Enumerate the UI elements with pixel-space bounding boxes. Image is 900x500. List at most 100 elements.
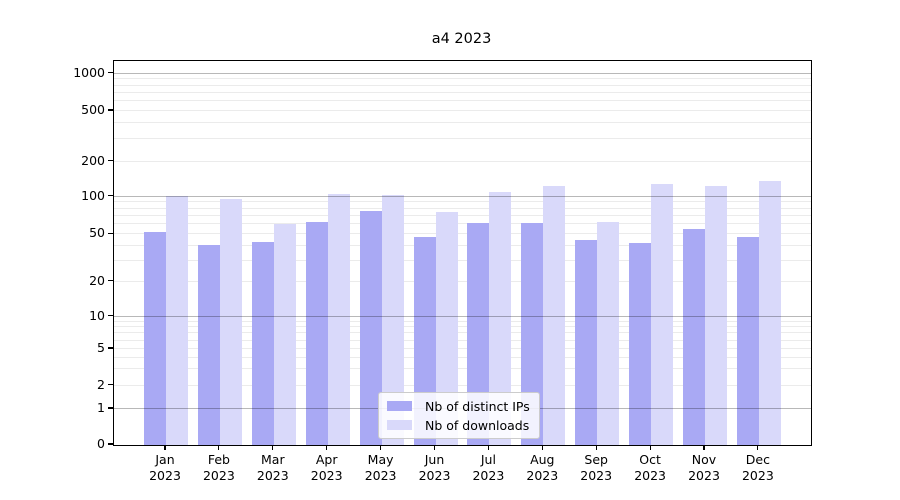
gridline-minor [114, 138, 811, 140]
y-axis-tick [108, 315, 113, 317]
y-tick-label-1: 1 [97, 399, 105, 415]
x-tick-label-may: May 2023 [364, 452, 397, 483]
x-tick-label-oct: Oct 2023 [634, 452, 666, 483]
gridline-minor [114, 356, 811, 358]
bar-downloads-dec [758, 180, 781, 445]
y-tick-label-2: 2 [97, 376, 105, 392]
x-axis-tick [272, 445, 274, 450]
bar-distinct-ips-jan [144, 232, 166, 445]
gridline-major [114, 195, 811, 197]
y-tick-label-200: 200 [81, 152, 105, 168]
bar-downloads-jan [166, 196, 188, 445]
bar-distinct-ips-apr [305, 221, 328, 445]
gridline-minor [114, 122, 811, 124]
x-axis-tick [218, 445, 220, 450]
x-axis-tick [380, 445, 382, 450]
gridline-minor [114, 348, 811, 349]
y-tick-label-500: 500 [81, 101, 105, 117]
x-axis-tick [541, 445, 543, 450]
x-tick-label-apr: Apr 2023 [310, 452, 343, 483]
gridline-minor [114, 332, 811, 334]
bar-downloads-sep [597, 221, 620, 445]
gridline-minor [114, 339, 811, 341]
x-tick-label-jun: Jun 2023 [418, 452, 451, 483]
gridline-major [114, 315, 811, 317]
x-axis-tick [433, 445, 436, 450]
bar-distinct-ips-nov [683, 229, 705, 445]
bar-downloads-mar [273, 224, 296, 445]
x-axis-tick [487, 445, 489, 450]
gridline-minor [114, 233, 811, 235]
gridline-minor [114, 326, 811, 328]
y-tick-label-20: 20 [89, 272, 105, 288]
bar-downloads-feb [219, 199, 242, 445]
legend: Nb of distinct IPs Nb of downloads [378, 392, 540, 439]
x-tick-label-aug: Aug 2023 [526, 452, 559, 483]
bar-downloads-jun [435, 212, 458, 445]
bar-distinct-ips-dec [736, 237, 759, 445]
x-tick-label-mar: Mar 2023 [256, 452, 289, 483]
x-tick-label-feb: Feb 2023 [202, 452, 235, 483]
y-tick-label-0: 0 [97, 436, 105, 451]
gridline-minor [114, 214, 811, 216]
gridline-minor [114, 91, 811, 93]
y-axis-tick [108, 194, 113, 197]
x-axis-tick [164, 445, 166, 450]
gridline-minor [114, 207, 811, 209]
x-tick-label-jul: Jul 2023 [472, 452, 505, 483]
bar-downloads-aug [543, 185, 566, 445]
gridline-minor [114, 100, 811, 102]
gridline-major [114, 72, 811, 74]
gridline-minor [114, 280, 811, 282]
x-axis-tick [649, 445, 651, 450]
bar-distinct-ips-jul [467, 223, 490, 445]
bar-distinct-ips-aug [521, 223, 544, 445]
x-tick-label-dec: Dec 2023 [741, 452, 774, 483]
y-axis-tick [108, 109, 113, 111]
bar-downloads-apr [327, 193, 350, 445]
gridline-minor [114, 384, 811, 386]
y-tick-label-100: 100 [81, 187, 105, 203]
y-tick-label-10: 10 [89, 307, 105, 323]
gridline-minor [114, 320, 811, 322]
y-tick-label-1000: 1000 [73, 64, 105, 80]
gridline-minor [114, 223, 811, 225]
x-axis-tick [595, 445, 597, 450]
y-tick-label-50: 50 [89, 225, 105, 241]
legend-item-downloads: Nb of downloads [387, 417, 530, 433]
x-axis-tick [703, 445, 705, 450]
y-axis-tick [108, 347, 113, 349]
gridline-minor [114, 368, 811, 370]
y-axis-tick [108, 72, 113, 74]
bar-downloads-may [381, 194, 404, 445]
chart-title: a4 2023 [431, 31, 492, 47]
x-axis-tick [326, 445, 328, 450]
y-axis-tick [108, 407, 113, 409]
legend-swatch-downloads [387, 420, 412, 430]
bar-distinct-ips-may [359, 211, 382, 445]
gridline-minor [114, 201, 811, 203]
y-axis-tick [108, 280, 113, 282]
bar-distinct-ips-sep [575, 239, 598, 445]
bar-downloads-jul [489, 192, 512, 445]
x-axis-tick [757, 445, 759, 450]
legend-label: Nb of distinct IPs [425, 398, 530, 414]
bar-downloads-nov [705, 186, 727, 445]
bar-distinct-ips-oct [629, 243, 652, 445]
x-tick-label-nov: Nov 2023 [688, 452, 720, 483]
bar-distinct-ips-mar [251, 242, 274, 445]
gridline-minor [114, 259, 811, 261]
gridline-minor [114, 84, 811, 86]
y-axis-tick [108, 443, 113, 445]
gridline-minor [114, 160, 811, 162]
gridline-minor [114, 78, 811, 80]
legend-swatch-distinct-ips [387, 401, 412, 411]
y-axis-tick [108, 384, 113, 386]
legend-item-distinct-ips: Nb of distinct IPs [387, 398, 530, 414]
bar-downloads-oct [651, 183, 674, 445]
y-axis-tick [108, 232, 113, 234]
gridline-minor [114, 109, 811, 111]
gridline-minor [114, 244, 811, 246]
y-tick-label-5: 5 [97, 340, 105, 355]
